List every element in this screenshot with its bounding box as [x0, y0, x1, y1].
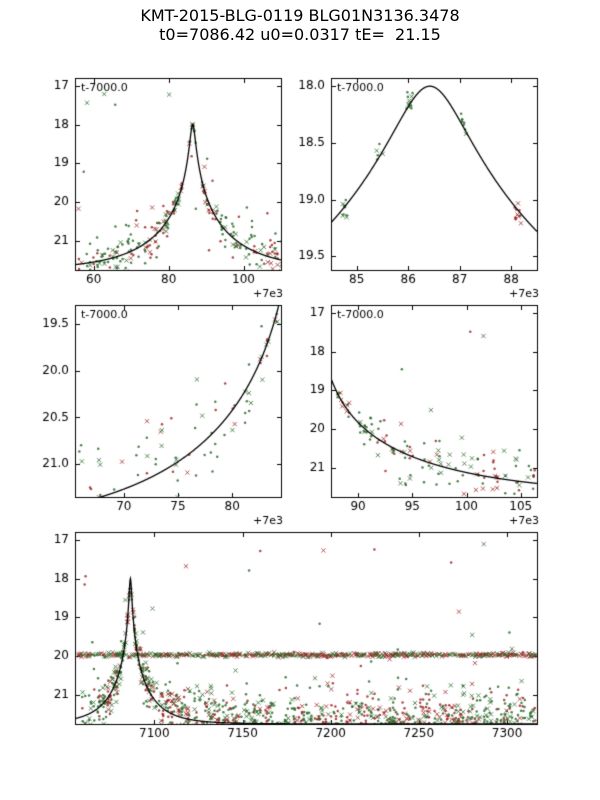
figure-title: KMT-2015-BLG-0119 BLG01N3136.3478	[140, 6, 460, 25]
figure-subtitle: t0=7086.42 u0=0.0317 tE= 21.15	[159, 25, 441, 44]
figure-header: KMT-2015-BLG-0119 BLG01N3136.3478 t0=708…	[0, 6, 600, 44]
